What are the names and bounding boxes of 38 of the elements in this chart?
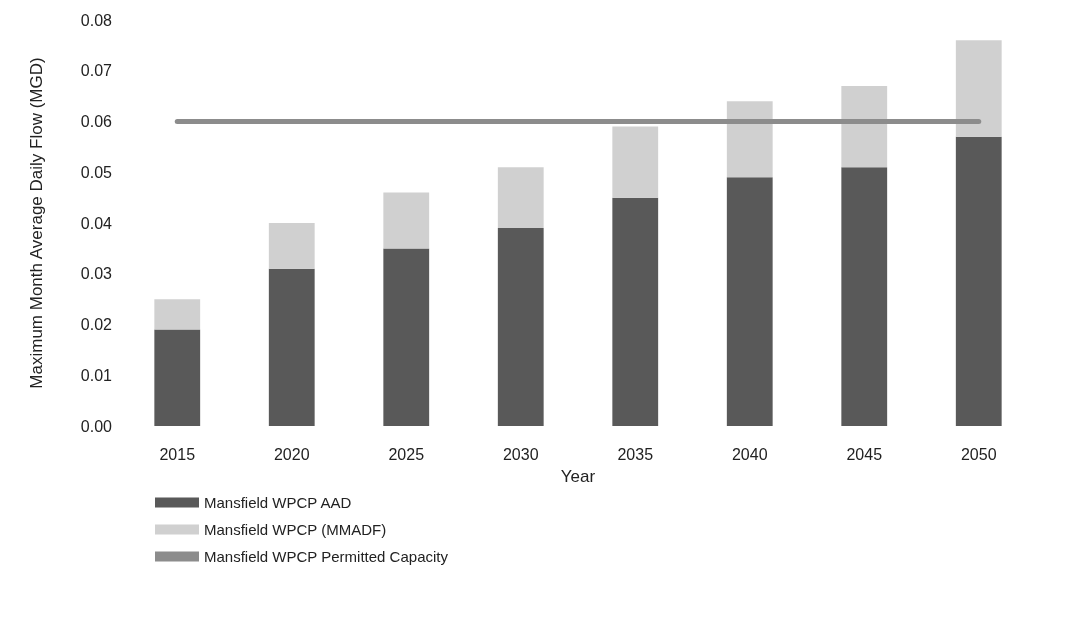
- y-tick-label: 0.07: [80, 62, 113, 80]
- bar: [154, 299, 201, 330]
- y-tick-label: 0.06: [80, 113, 113, 130]
- y-axis-title: Maximum Month Average Daily Flow (MGD): [27, 57, 46, 389]
- bar: [268, 223, 315, 269]
- bar: [955, 136, 1002, 426]
- y-tick-label: 0.08: [80, 11, 113, 29]
- x-tick-label: 2040: [731, 445, 768, 463]
- y-tick-label: 0.04: [80, 214, 113, 232]
- y-tick-label: 0.01: [80, 366, 113, 384]
- x-tick-label: 2025: [388, 445, 425, 463]
- legend-label: Mansfield WPCP AAD: [204, 494, 352, 511]
- bar: [612, 126, 659, 198]
- y-tick-label: 0.00: [80, 417, 113, 435]
- legend-label: Mansfield WPCP Permitted Capacity: [204, 548, 449, 565]
- x-tick-label: 2020: [273, 445, 310, 463]
- bar: [268, 268, 315, 426]
- bar: [841, 85, 888, 168]
- x-tick-label: 2035: [617, 445, 654, 463]
- bar: [955, 40, 1002, 137]
- x-tick-label: 2030: [502, 445, 539, 463]
- y-tick-label: 0.02: [80, 316, 113, 333]
- bar: [726, 177, 773, 426]
- bar: [383, 192, 430, 249]
- bar: [841, 167, 888, 426]
- y-tick-label: 0.03: [80, 265, 113, 283]
- legend-label: Mansfield WPCP (MMADF): [204, 521, 387, 538]
- x-tick-label: 2045: [846, 445, 883, 463]
- x-axis-title: Year: [560, 467, 596, 486]
- x-tick-label: 2050: [960, 445, 997, 463]
- bar: [497, 228, 544, 426]
- bar: [497, 167, 544, 229]
- x-tick-label: 2015: [159, 445, 196, 463]
- bar: [612, 197, 659, 426]
- bar: [383, 248, 430, 426]
- bar: [154, 329, 201, 426]
- y-tick-label: 0.05: [80, 163, 113, 181]
- bar: [726, 101, 773, 178]
